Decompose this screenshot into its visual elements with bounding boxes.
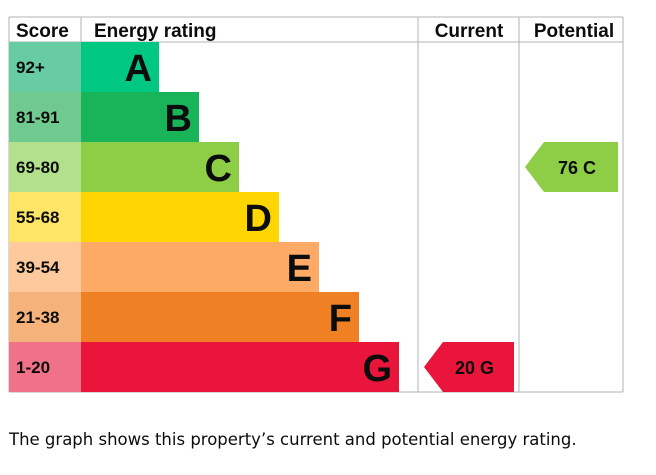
- score-label-g: 1-20: [16, 358, 50, 377]
- score-cell-c: [9, 142, 81, 192]
- current-rating-label: 20 G: [455, 358, 494, 378]
- rating-bar-b: [81, 92, 199, 142]
- rating-letter-a: A: [125, 48, 152, 90]
- score-cell-d: [9, 192, 81, 242]
- rating-bar-a: [81, 42, 159, 92]
- rating-bar-d: [81, 192, 279, 242]
- rating-letter-e: E: [287, 248, 312, 290]
- chart-caption: The graph shows this property’s current …: [9, 430, 577, 449]
- rating-letter-d: D: [245, 198, 272, 240]
- rating-bar-f: [81, 292, 359, 342]
- rating-letter-b: B: [165, 98, 192, 140]
- score-label-e: 39-54: [16, 258, 60, 277]
- header-score: Score: [16, 21, 69, 42]
- rating-letter-c: C: [205, 148, 232, 190]
- rating-markers: 20 G 76 C: [424, 142, 618, 392]
- score-cell-f: [9, 292, 81, 342]
- score-cell-a: [9, 42, 81, 92]
- chart-headers: Score Energy rating Current Potential: [16, 21, 614, 42]
- current-rating-arrow: [424, 342, 514, 392]
- rating-bar-e: [81, 242, 319, 292]
- score-label-b: 81-91: [16, 108, 59, 127]
- score-cell-g: [9, 342, 81, 392]
- score-label-d: 55-68: [16, 208, 59, 227]
- score-cell-b: [9, 92, 81, 142]
- potential-rating-label: 76 C: [558, 158, 596, 178]
- score-label-f: 21-38: [16, 308, 59, 327]
- potential-rating-arrow: [525, 142, 618, 192]
- rating-letter-f: F: [329, 298, 352, 340]
- epc-chart: Score Energy rating Current Potential 92…: [8, 16, 624, 393]
- rating-bar-c: [81, 142, 239, 192]
- score-label-c: 69-80: [16, 158, 59, 177]
- rating-letter-g: G: [362, 348, 392, 390]
- rating-bar-g: [81, 342, 399, 392]
- score-cell-e: [9, 242, 81, 292]
- rating-bands: 92+ A 81-91 B 69-80 C 55-68 D 39-54 E 21-38 F 1-20 G: [9, 42, 399, 392]
- header-energy-rating: Energy rating: [94, 21, 216, 42]
- header-potential: Potential: [534, 21, 614, 42]
- header-current: Current: [435, 21, 504, 42]
- score-label-a: 92+: [16, 58, 45, 77]
